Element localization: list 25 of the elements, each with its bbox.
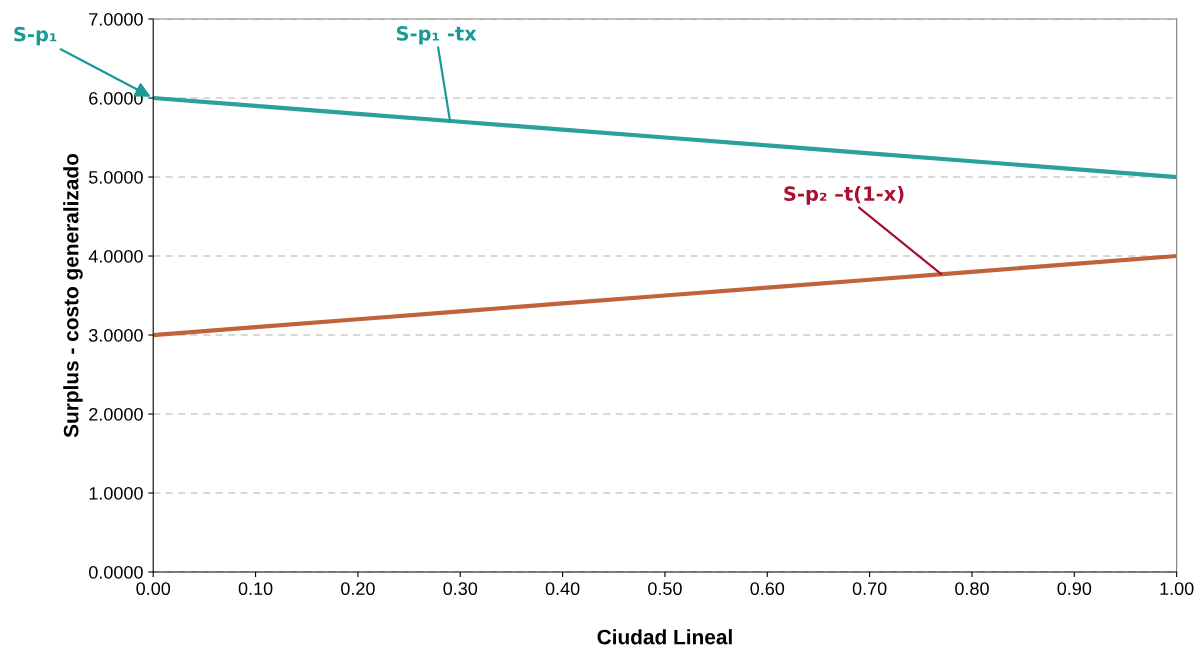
x-tick-label: 0.30 bbox=[443, 582, 478, 596]
x-tick-label: 1.00 bbox=[1160, 582, 1194, 596]
annotation: S-p₁ bbox=[14, 26, 57, 46]
x-tick-label: 0.00 bbox=[136, 582, 171, 596]
y-tick-label: 5.0000 bbox=[89, 170, 143, 184]
y-axis-title: Surplus - costo generalizado bbox=[63, 153, 83, 438]
x-tick-label: 0.70 bbox=[852, 582, 887, 596]
y-tick-label: 4.0000 bbox=[88, 249, 143, 263]
x-tick-label: 0.20 bbox=[341, 582, 375, 596]
x-tick-label: 0.40 bbox=[545, 582, 580, 596]
annotation: S-p₂ –t(1-x) bbox=[784, 185, 904, 205]
y-tick-label: 0.0000 bbox=[88, 565, 143, 579]
line-series bbox=[153, 253, 1177, 338]
y-tick-label: 7.0000 bbox=[89, 12, 143, 26]
x-axis-title: Ciudad Lineal bbox=[597, 629, 732, 645]
y-tick-label: 3.0000 bbox=[88, 328, 143, 342]
x-tick-label: 0.60 bbox=[750, 582, 785, 596]
x-tick-label: 0.10 bbox=[238, 582, 273, 596]
y-tick-label: 1.0000 bbox=[89, 486, 143, 500]
x-tick-label: 0.50 bbox=[648, 582, 682, 596]
x-tick-label: 0.90 bbox=[1057, 582, 1092, 596]
line-series bbox=[153, 95, 1177, 180]
annotation: S-p₁ -tx bbox=[396, 26, 477, 45]
x-tick-label: 0.80 bbox=[955, 582, 989, 596]
y-tick-label: 2.0000 bbox=[89, 407, 143, 421]
